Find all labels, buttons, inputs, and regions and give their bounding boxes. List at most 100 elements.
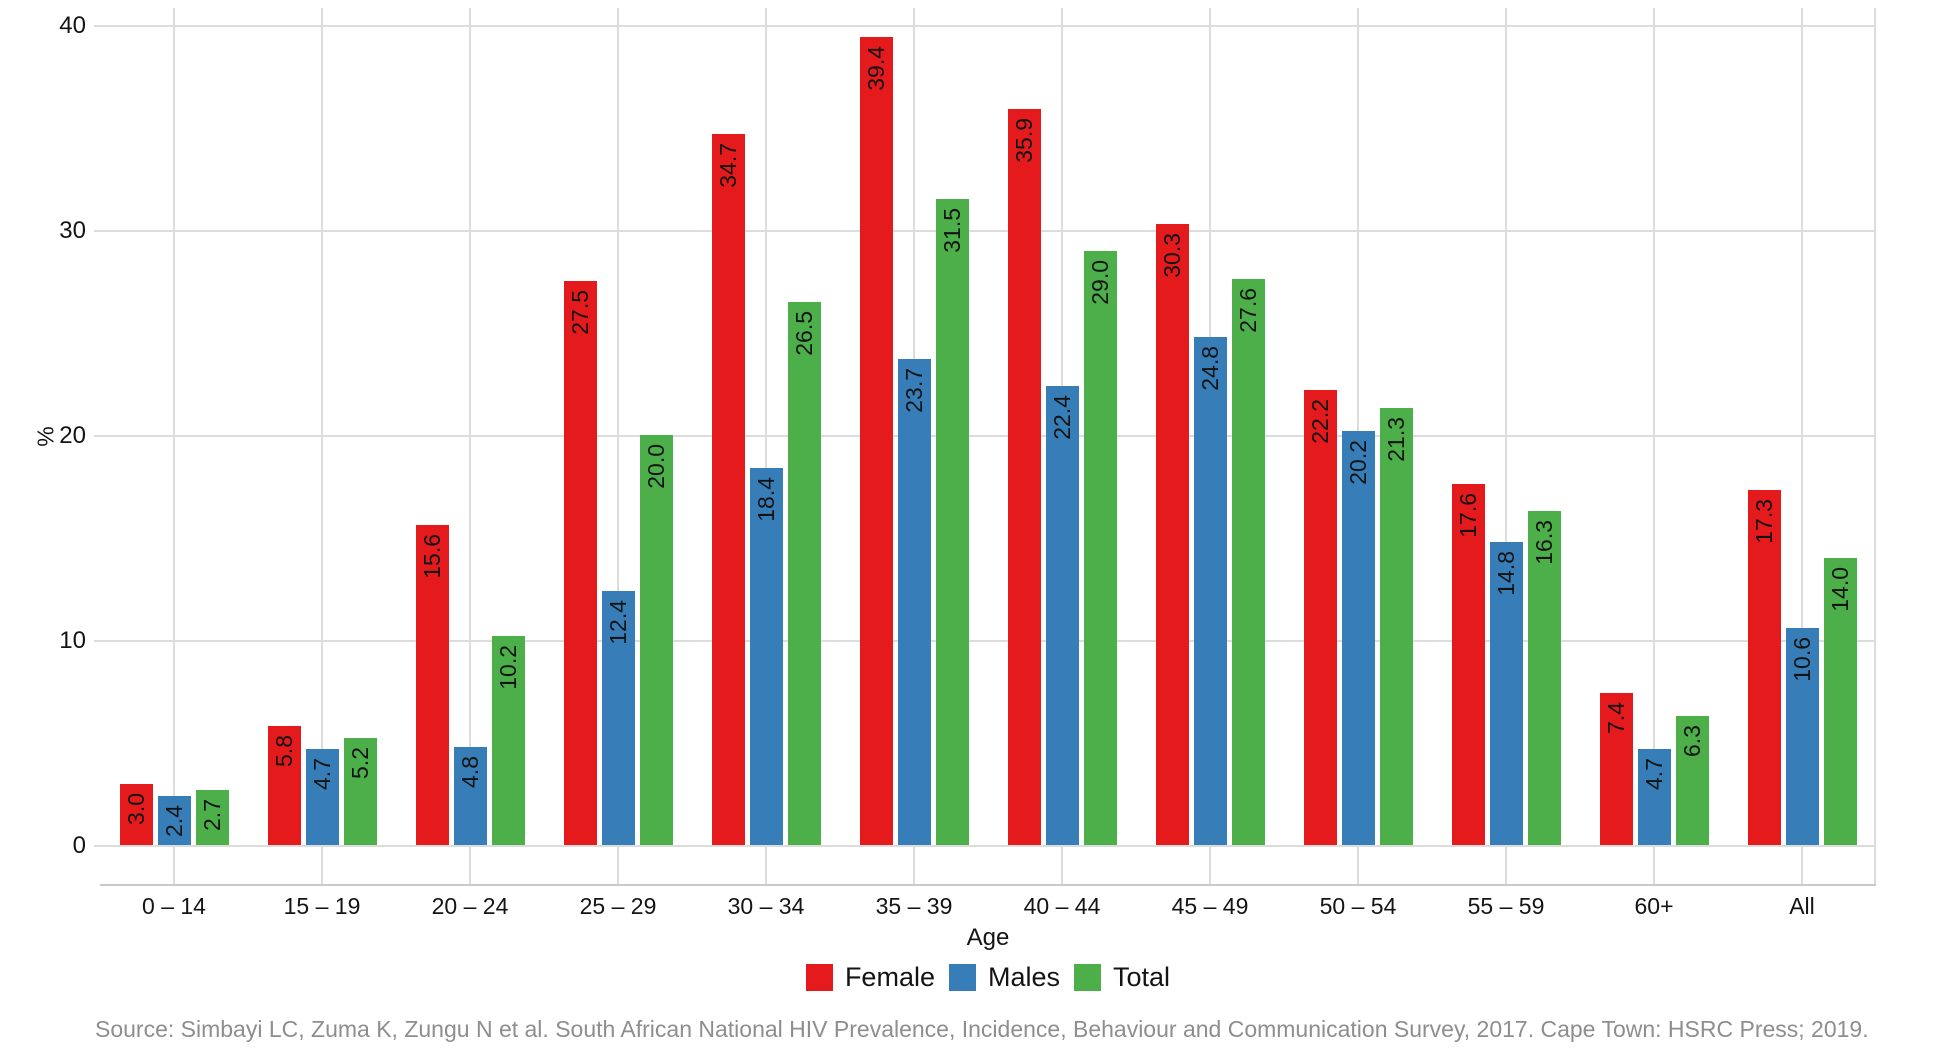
bar-group: 3.0 2.4 2.7 bbox=[100, 783, 248, 845]
bar-value-label: 16.3 bbox=[1530, 519, 1557, 565]
bar-males: 4.7 bbox=[305, 748, 339, 845]
bar-value-label: 4.7 bbox=[1640, 757, 1667, 790]
bar-female: 39.4 bbox=[859, 37, 893, 845]
bar-total: 21.3 bbox=[1379, 408, 1413, 845]
bar-value-label: 5.2 bbox=[346, 747, 373, 780]
bar-males: 18.4 bbox=[749, 467, 783, 845]
y-tick-label: 10 bbox=[59, 627, 86, 654]
bar-group: 35.9 22.4 29.0 bbox=[988, 109, 1136, 845]
bar-value-label: 26.5 bbox=[790, 310, 817, 356]
bar-total: 5.2 bbox=[343, 738, 377, 845]
gridline-y-20 bbox=[94, 435, 1876, 437]
gridline-x bbox=[173, 8, 175, 884]
bar-value-label: 30.3 bbox=[1158, 232, 1185, 278]
bar-total: 16.3 bbox=[1527, 510, 1561, 845]
x-tick-label: 60+ bbox=[1634, 893, 1674, 919]
bar-value-label: 23.7 bbox=[900, 368, 927, 413]
bar-value-label: 17.6 bbox=[1454, 493, 1481, 538]
bar-group: 17.3 10.6 14.0 bbox=[1728, 490, 1876, 845]
bar-female: 22.2 bbox=[1303, 389, 1337, 845]
bar-value-label: 39.4 bbox=[862, 46, 889, 92]
bar-group: 39.4 23.7 31.5 bbox=[840, 37, 988, 845]
bar-value-label: 14.8 bbox=[1492, 550, 1519, 596]
panel-right-gridline bbox=[1874, 8, 1876, 884]
bar-value-label: 10.2 bbox=[494, 644, 521, 690]
legend-label: Female bbox=[844, 962, 935, 992]
bar-males: 20.2 bbox=[1341, 430, 1375, 845]
bar-female: 35.9 bbox=[1007, 109, 1041, 845]
bar-males: 10.6 bbox=[1785, 627, 1819, 845]
x-axis-title: Age bbox=[966, 924, 1010, 951]
x-tick-label: 30 – 34 bbox=[727, 893, 805, 919]
x-tick-label: 20 – 24 bbox=[431, 893, 509, 919]
bar-value-label: 20.2 bbox=[1344, 439, 1371, 485]
bar-total: 2.7 bbox=[195, 789, 229, 845]
bar-males: 23.7 bbox=[897, 359, 931, 845]
legend-swatch bbox=[805, 964, 833, 991]
bar-female: 17.6 bbox=[1451, 484, 1485, 845]
bar-female: 15.6 bbox=[415, 525, 449, 845]
gridline-x bbox=[1653, 8, 1655, 884]
category-slots: 3.0 2.4 2.7 5.8 4.7 5.2 15.6 4.8 10.2 27.5 12.4 20.… bbox=[100, 8, 1876, 884]
gridline-x bbox=[1505, 8, 1507, 884]
y-tick-label: 30 bbox=[59, 217, 86, 244]
category-slot: 5.8 4.7 5.2 bbox=[248, 8, 396, 884]
gridline-y-40 bbox=[94, 25, 1876, 27]
bar-group: 30.3 24.8 27.6 bbox=[1136, 223, 1284, 845]
bar-group: 17.6 14.8 16.3 bbox=[1432, 484, 1580, 845]
bar-group: 27.5 12.4 20.0 bbox=[544, 281, 692, 845]
bar-value-label: 27.6 bbox=[1234, 288, 1261, 333]
legend-item-males: Males bbox=[948, 962, 1060, 993]
bar-males: 2.4 bbox=[157, 795, 191, 845]
bar-value-label: 2.4 bbox=[160, 804, 187, 837]
bar-group: 15.6 4.8 10.2 bbox=[396, 525, 544, 845]
x-tick-label: 0 – 14 bbox=[142, 893, 206, 919]
category-slot: 27.5 12.4 20.0 bbox=[544, 8, 692, 884]
bar-males: 24.8 bbox=[1193, 336, 1227, 845]
gridline-x bbox=[321, 8, 323, 884]
bar-value-label: 14.0 bbox=[1826, 567, 1853, 612]
bar-value-label: 6.3 bbox=[1678, 724, 1705, 757]
bar-total: 20.0 bbox=[639, 435, 673, 845]
bar-group: 5.8 4.7 5.2 bbox=[248, 726, 396, 845]
bar-value-label: 10.6 bbox=[1788, 636, 1815, 682]
x-tick-label: All bbox=[1789, 893, 1815, 919]
bar-value-label: 31.5 bbox=[938, 208, 965, 254]
bar-value-label: 15.6 bbox=[418, 534, 445, 579]
y-axis-title: % bbox=[32, 426, 59, 447]
gridline-y-30 bbox=[94, 230, 1876, 232]
bar-value-label: 18.4 bbox=[752, 476, 779, 522]
legend-swatch bbox=[948, 964, 976, 991]
x-tick-label: 45 – 49 bbox=[1171, 893, 1249, 919]
category-slot: 17.6 14.8 16.3 bbox=[1432, 8, 1580, 884]
bar-value-label: 22.2 bbox=[1306, 398, 1333, 444]
gridline-x bbox=[765, 8, 767, 884]
bar-total: 14.0 bbox=[1823, 558, 1857, 845]
y-tick-label: 0 bbox=[72, 832, 86, 859]
x-axis: 0 – 14 15 – 19 20 – 24 25 – 29 30 – 34 35 – 3… bbox=[100, 893, 1876, 920]
bar-value-label: 17.3 bbox=[1750, 499, 1777, 545]
category-slot: 35.9 22.4 29.0 bbox=[988, 8, 1136, 884]
bar-female: 30.3 bbox=[1155, 223, 1189, 845]
category-slot: 7.4 4.7 6.3 bbox=[1580, 8, 1728, 884]
bar-female: 3.0 bbox=[119, 783, 153, 845]
y-tick-label: 20 bbox=[59, 422, 86, 449]
category-slot: 34.7 18.4 26.5 bbox=[692, 8, 840, 884]
legend-label: Males bbox=[987, 962, 1060, 992]
x-tick-label: 15 – 19 bbox=[283, 893, 361, 919]
bar-value-label: 20.0 bbox=[642, 444, 669, 489]
bar-group: 22.2 20.2 21.3 bbox=[1284, 389, 1432, 845]
bar-total: 29.0 bbox=[1083, 250, 1117, 845]
legend-swatch bbox=[1074, 964, 1101, 991]
category-slot: 30.3 24.8 27.6 bbox=[1136, 8, 1284, 884]
bar-value-label: 12.4 bbox=[604, 599, 631, 645]
bar-males: 4.7 bbox=[1637, 748, 1671, 845]
bar-total: 10.2 bbox=[491, 635, 525, 845]
x-tick-label: 50 – 54 bbox=[1319, 893, 1397, 919]
bar-female: 5.8 bbox=[267, 726, 301, 845]
bar-value-label: 24.8 bbox=[1196, 345, 1223, 391]
plot-panel: 3.0 2.4 2.7 5.8 4.7 5.2 15.6 4.8 10.2 27.5 12.4 20.… bbox=[94, 8, 1876, 886]
bar-total: 31.5 bbox=[935, 199, 969, 845]
bar-group: 7.4 4.7 6.3 bbox=[1580, 693, 1728, 845]
legend: Female Males Total bbox=[100, 962, 1876, 993]
